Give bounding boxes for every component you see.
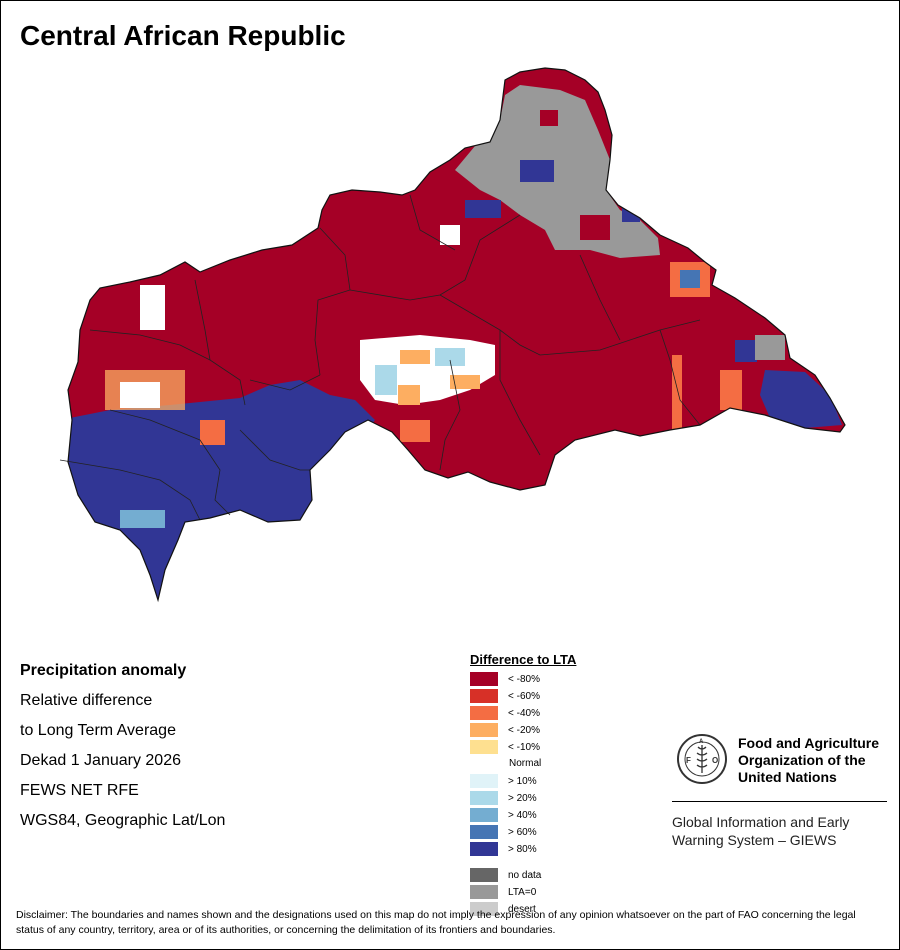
fao-name-line: Food and Agriculture	[738, 735, 880, 751]
legend-swatch	[470, 723, 498, 737]
svg-text:F: F	[686, 756, 691, 765]
divider	[672, 801, 887, 802]
legend-normal-label: Normal	[509, 758, 542, 769]
wet-patch	[465, 200, 501, 218]
legend-label: < -40%	[508, 707, 540, 719]
giews-line: Global Information and Early	[672, 814, 850, 830]
legend-label: no data	[508, 869, 542, 881]
legend-label: < -20%	[508, 724, 540, 736]
legend-swatch	[470, 902, 498, 916]
wet-patch	[622, 208, 640, 222]
dry-patch	[540, 110, 558, 126]
legend-label: > 80%	[508, 843, 537, 855]
legend: Difference to LTA < -80% < -60% < -40% < -2…	[470, 652, 577, 916]
legend-swatch	[470, 842, 498, 856]
legend-swatch	[470, 885, 498, 899]
lta-zero-area	[455, 85, 660, 258]
fao-name: Food and Agriculture Organization of the…	[738, 735, 898, 786]
legend-label: > 10%	[508, 775, 537, 787]
wet-anomaly-area-east	[760, 370, 842, 428]
legend-item: LTA=0	[470, 885, 536, 899]
legend-item: < -80%	[470, 672, 540, 686]
legend-label: LTA=0	[508, 886, 537, 898]
legend-item: > 40%	[470, 808, 537, 822]
legend-swatch	[470, 740, 498, 754]
map-info: Precipitation anomaly Relative differenc…	[20, 656, 225, 836]
wet-patch	[680, 270, 700, 288]
map-title: Central African Republic	[20, 20, 346, 51]
legend-swatch	[470, 808, 498, 822]
wet-patch	[520, 160, 554, 182]
legend-heading: Difference to LTA	[470, 652, 577, 667]
normal-patch	[120, 382, 160, 408]
fao-logo-icon: F A O	[677, 734, 727, 784]
moderate-dry-patch	[398, 385, 420, 405]
legend-label: desert	[508, 903, 536, 915]
legend-item: > 20%	[470, 791, 537, 805]
normal-patch	[140, 285, 165, 330]
moderate-wet-patch	[120, 510, 165, 528]
info-line: Dekad 1 January 2026	[20, 752, 181, 769]
info-line: FEWS NET RFE	[20, 782, 139, 799]
fao-name-line: United Nations	[738, 769, 837, 785]
legend-label: < -10%	[508, 741, 540, 753]
legend-swatch	[470, 825, 498, 839]
svg-text:O: O	[712, 756, 718, 765]
moderate-dry-patch	[400, 420, 430, 442]
moderate-dry-patch	[450, 375, 480, 389]
legend-label: > 60%	[508, 826, 537, 838]
legend-label: < -60%	[508, 690, 540, 702]
fao-name-line: Organization of the	[738, 752, 866, 768]
dry-patch	[580, 215, 610, 240]
legend-item: < -40%	[470, 706, 540, 720]
moderate-dry-patch	[720, 370, 742, 410]
wet-anomaly-area	[68, 380, 375, 600]
light-wet-patch	[375, 365, 397, 395]
legend-swatch	[470, 672, 498, 686]
anomaly-raster	[68, 68, 845, 600]
moderate-dry-patch	[672, 355, 682, 435]
legend-swatch	[470, 791, 498, 805]
legend-item: < -20%	[470, 723, 540, 737]
legend-swatch	[470, 689, 498, 703]
legend-swatch	[470, 868, 498, 882]
legend-swatch	[470, 774, 498, 788]
legend-item: > 60%	[470, 825, 537, 839]
anomaly-map	[59, 67, 846, 601]
prefecture-boundaries	[59, 194, 701, 521]
legend-item: no data	[470, 868, 541, 882]
giews-line: Warning System – GIEWS	[672, 832, 837, 848]
info-line: WGS84, Geographic Lat/Lon	[20, 812, 226, 829]
legend-item: < -10%	[470, 740, 540, 754]
legend-item: < -60%	[470, 689, 540, 703]
svg-text:A: A	[699, 739, 704, 745]
info-heading: Precipitation anomaly	[20, 662, 187, 679]
legend-label: > 40%	[508, 809, 537, 821]
info-line: to Long Term Average	[20, 722, 176, 739]
info-line: Relative difference	[20, 692, 153, 709]
fao-block: F A O Food and Agriculture Organization …	[672, 733, 887, 848]
wet-patch	[735, 340, 757, 362]
disclaimer: Disclaimer: The boundaries and names sho…	[16, 909, 856, 936]
moderate-dry-patch	[400, 350, 430, 364]
legend-item: desert	[470, 902, 536, 916]
light-wet-patch	[435, 348, 465, 366]
legend-item: > 80%	[470, 842, 537, 856]
legend-item: > 10%	[470, 774, 537, 788]
normal-patch	[440, 225, 460, 245]
giews-name: Global Information and Early Warning Sys…	[672, 813, 900, 849]
lta-zero-patch	[755, 335, 785, 360]
legend-label: < -80%	[508, 673, 540, 685]
moderate-dry-patch	[200, 420, 225, 445]
legend-label: > 20%	[508, 792, 537, 804]
legend-swatch	[470, 706, 498, 720]
